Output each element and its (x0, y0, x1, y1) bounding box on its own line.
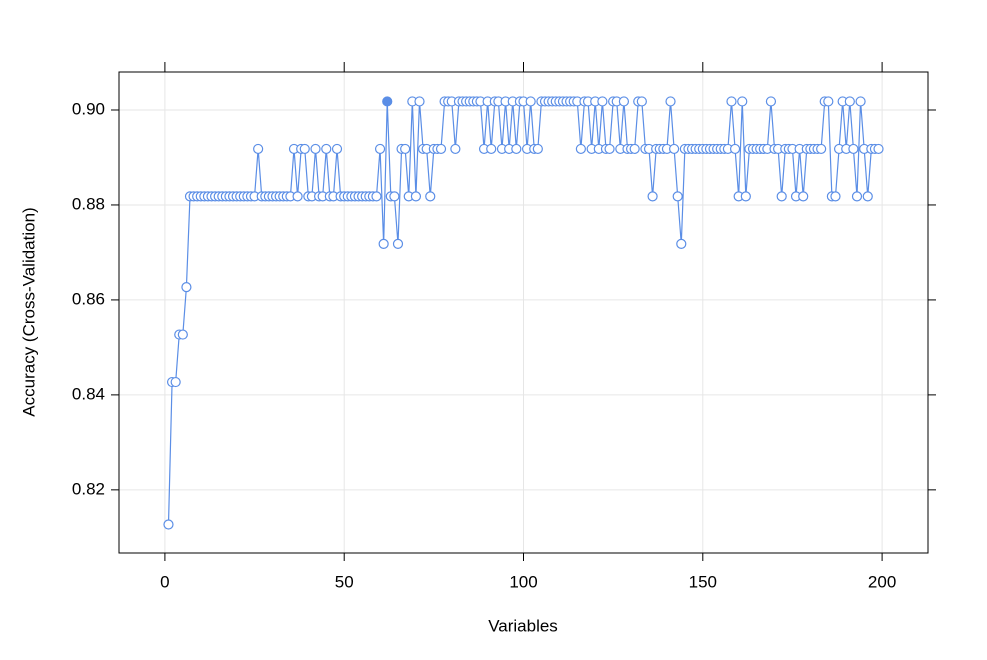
point (389, 191, 400, 202)
point (310, 143, 321, 155)
point (414, 96, 425, 107)
point (425, 191, 436, 202)
point (331, 143, 343, 155)
x-tick-label: 50 (335, 572, 354, 591)
point (170, 376, 181, 388)
point (604, 143, 615, 155)
point (873, 143, 884, 155)
x-tick-label: 0 (160, 572, 169, 591)
point (486, 143, 497, 155)
x-tick-label: 100 (509, 572, 537, 591)
y-tick-label: 0.90 (72, 99, 105, 118)
point (400, 143, 411, 155)
point (862, 191, 873, 202)
point (525, 96, 536, 107)
point (410, 191, 422, 202)
point (765, 96, 777, 107)
point (378, 238, 389, 249)
point (435, 143, 447, 155)
x-axis-label: Variables (488, 616, 558, 635)
point (855, 96, 866, 107)
point (299, 143, 310, 155)
point (647, 191, 658, 202)
point (776, 191, 787, 202)
point (636, 96, 647, 107)
point (575, 143, 586, 155)
point (665, 96, 676, 107)
point (669, 143, 680, 155)
point (848, 143, 859, 155)
point (823, 96, 834, 107)
plot-frame (118, 71, 929, 554)
point (740, 191, 751, 202)
x-tick-label: 150 (689, 572, 717, 591)
point (629, 143, 640, 155)
point (532, 143, 543, 155)
point (253, 143, 264, 155)
y-tick-label: 0.84 (72, 384, 105, 403)
point (597, 96, 608, 107)
point (511, 143, 522, 155)
y-tick-label: 0.82 (72, 479, 105, 498)
point (798, 191, 809, 202)
y-tick-label: 0.86 (72, 289, 105, 308)
point (321, 143, 332, 155)
point (676, 238, 687, 249)
point (729, 143, 741, 155)
point (816, 143, 827, 155)
point (672, 191, 683, 202)
point (292, 191, 303, 202)
point (181, 281, 192, 293)
point (163, 519, 174, 530)
point (392, 238, 404, 249)
point (830, 191, 841, 202)
point (618, 96, 630, 107)
point (371, 191, 382, 202)
point (450, 143, 461, 155)
x-tick-label: 200 (868, 572, 896, 591)
best-point (382, 96, 393, 107)
point (374, 143, 386, 155)
y-tick-label: 0.88 (72, 194, 105, 213)
point (737, 96, 748, 107)
point (726, 96, 737, 107)
point (851, 191, 863, 202)
point (177, 329, 188, 340)
point (844, 96, 855, 107)
y-axis-label: Accuracy (Cross-Validation) (19, 207, 38, 416)
